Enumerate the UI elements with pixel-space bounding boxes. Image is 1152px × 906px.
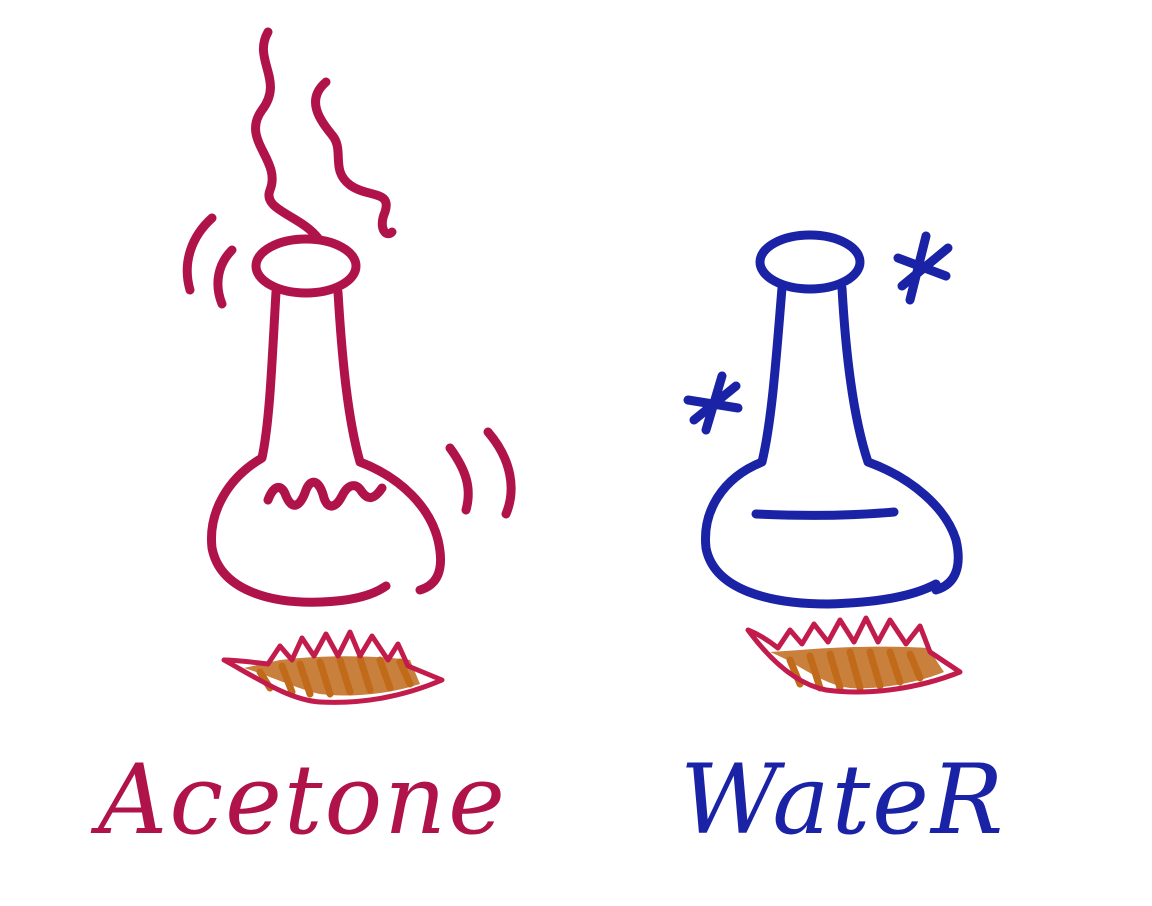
- liquid-surface-flat: [751, 507, 899, 520]
- liquid-surface-wavy: [263, 477, 387, 511]
- flask-mouth: [251, 234, 361, 298]
- vapor-wisp-icon: [251, 27, 323, 243]
- vapor-wisp-icon: [311, 77, 397, 239]
- vibration-lines-icon: [213, 245, 237, 309]
- vibration-lines-icon: [483, 427, 516, 519]
- vibration-lines-icon: [445, 443, 473, 515]
- acetone-illustration: [182, 27, 516, 705]
- acetone-label: Acetone: [98, 744, 507, 856]
- water-label: WateR: [680, 744, 1006, 856]
- burner-flame-icon: [221, 629, 445, 705]
- asterisk-icon: [893, 231, 953, 305]
- flask-mouth: [755, 230, 865, 294]
- burner-flame-icon: [745, 615, 963, 695]
- vibration-lines-icon: [182, 213, 217, 295]
- water-illustration: [683, 230, 963, 695]
- acetone-flask: [207, 287, 391, 607]
- acetone-flask: [333, 287, 445, 595]
- water-flask: [701, 283, 941, 609]
- water-flask: [837, 283, 963, 595]
- asterisk-icon: [683, 371, 743, 435]
